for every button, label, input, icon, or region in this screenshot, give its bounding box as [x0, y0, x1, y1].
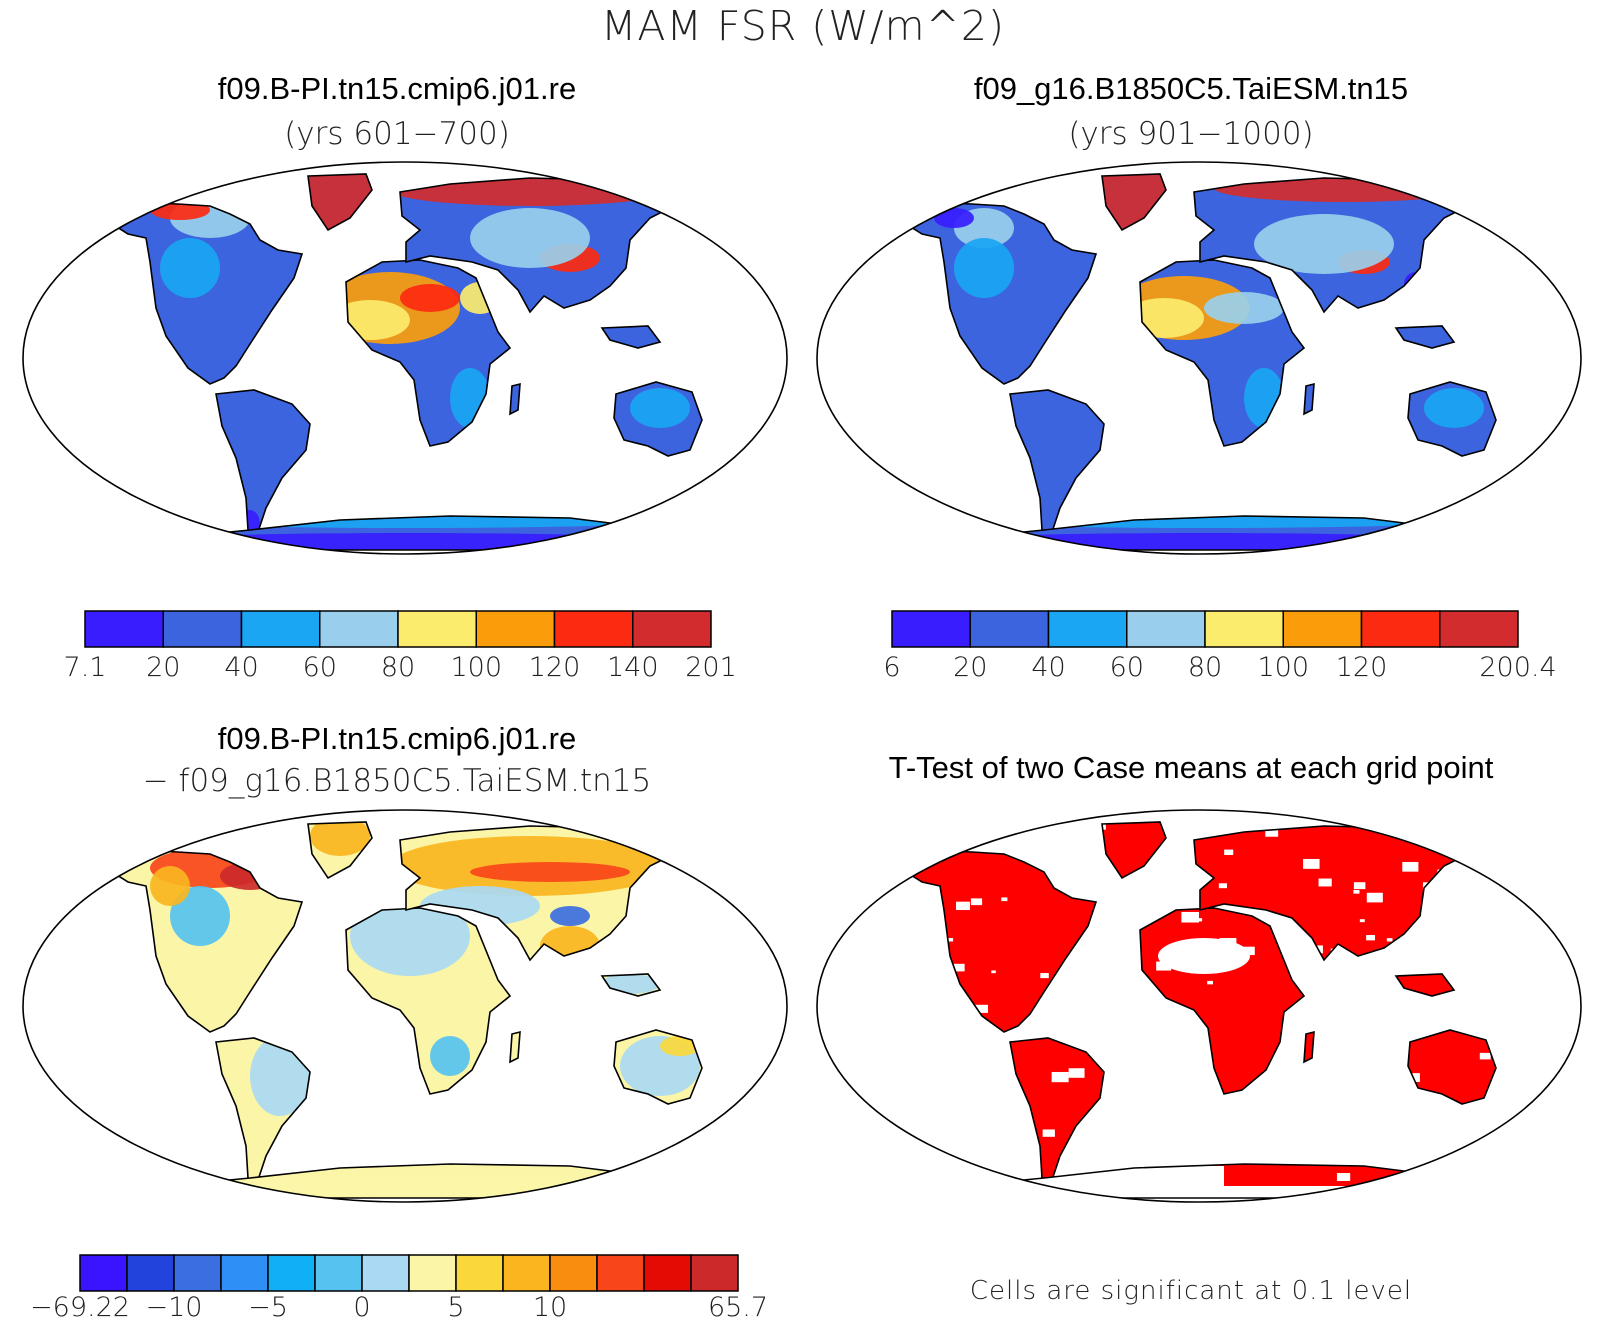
colorbar-cell — [126, 1254, 175, 1292]
colorbar-tick-label: 140 — [606, 652, 659, 683]
map-diff — [22, 809, 788, 1203]
colorbar-tick-label: 120 — [528, 652, 581, 683]
colorbar-tick-label: 40 — [1031, 652, 1066, 683]
colorbar-tick-label: 20 — [953, 652, 988, 683]
colorbar-cell — [596, 1254, 645, 1292]
map-case1 — [22, 161, 788, 555]
colorbar-tick-label: 100 — [450, 652, 503, 683]
colorbar-tick-label: 60 — [1109, 652, 1144, 683]
colorbar-diff — [79, 1254, 739, 1292]
colorbar-tick-label: 40 — [224, 652, 259, 683]
panel-1-subtitle: (yrs 601−700) — [284, 116, 510, 152]
colorbar-tick-label: 120 — [1335, 652, 1388, 683]
colorbar-cell — [891, 610, 971, 648]
map-ttest — [816, 809, 1582, 1203]
colorbar-cell — [455, 1254, 504, 1292]
colorbar-cell — [162, 610, 243, 648]
colorbar-tick-label: 80 — [380, 652, 416, 683]
colorbar-cell — [643, 1254, 692, 1292]
map-case2 — [816, 161, 1582, 555]
colorbar-cell — [408, 1254, 457, 1292]
colorbar-tick-label: 80 — [1187, 652, 1223, 683]
colorbar-tick-label: 100 — [1257, 652, 1310, 683]
colorbar-cell — [319, 610, 399, 648]
colorbar-tick-label: 6 — [883, 652, 901, 683]
colorbar-cell — [267, 1254, 316, 1292]
colorbar-cell — [240, 610, 321, 648]
colorbar-cell — [1204, 610, 1284, 648]
colorbar-tick-label: −10 — [145, 1292, 203, 1323]
colorbar-case2-labels: 6 20 40 60 80 100 120 200.4 — [883, 652, 1556, 686]
colorbar-cell — [549, 1254, 598, 1292]
colorbar-tick-label: 10 — [532, 1292, 568, 1323]
colorbar-tick-label: 200.4 — [1479, 652, 1557, 683]
colorbar-cell — [220, 1254, 269, 1292]
colorbar-cell — [553, 610, 634, 648]
panel-2-subtitle: (yrs 901−1000) — [1068, 116, 1314, 152]
colorbar-tick-label: 5 — [447, 1292, 465, 1323]
figure-title: MAM FSR (W/m^2) — [601, 2, 1005, 50]
colorbar-cell — [969, 610, 1050, 648]
colorbar-cell — [361, 1254, 410, 1292]
colorbar-case1 — [84, 610, 712, 648]
colorbar-cell — [314, 1254, 363, 1292]
colorbar-tick-label: −69.22 — [30, 1292, 130, 1323]
colorbar-cell — [632, 610, 712, 648]
significance-note: Cells are significant at 0.1 level — [969, 1276, 1413, 1306]
colorbar-cell — [475, 610, 556, 648]
panel-4-title: T-Test of two Case means at each grid po… — [888, 750, 1494, 785]
panel-3-subtitle: − f09_g16.B1850C5.TaiESM.tn15 — [142, 763, 652, 799]
panel-3-title: f09.B-PI.tn15.cmip6.j01.re — [217, 721, 577, 756]
colorbar-case2 — [891, 610, 1519, 648]
colorbar-tick-label: 60 — [302, 652, 337, 683]
panel-1-title: f09.B-PI.tn15.cmip6.j01.re — [217, 71, 577, 106]
colorbar-cell — [502, 1254, 551, 1292]
colorbar-case1-labels: 7.1 20 40 60 80 100 120 140 201 — [64, 652, 737, 686]
colorbar-cell — [1439, 610, 1519, 648]
colorbar-tick-label: −5 — [248, 1292, 288, 1323]
panel-2-title: f09_g16.B1850C5.TaiESM.tn15 — [973, 71, 1409, 106]
colorbar-tick-label: 201 — [685, 652, 737, 683]
colorbar-cell — [397, 610, 477, 648]
colorbar-cell — [1126, 610, 1206, 648]
colorbar-tick-label: 7.1 — [63, 652, 107, 683]
colorbar-cell — [79, 1254, 128, 1292]
colorbar-cell — [1360, 610, 1441, 648]
colorbar-cell — [1047, 610, 1128, 648]
colorbar-cell — [84, 610, 164, 648]
colorbar-cell — [690, 1254, 739, 1292]
colorbar-cell — [173, 1254, 222, 1292]
colorbar-diff-labels: −69.22 −10 −5 0 5 10 65.7 — [30, 1292, 768, 1326]
colorbar-cell — [1282, 610, 1363, 648]
colorbar-tick-label: 0 — [353, 1292, 371, 1323]
colorbar-tick-label: 20 — [146, 652, 181, 683]
colorbar-tick-label: 65.7 — [707, 1292, 769, 1323]
